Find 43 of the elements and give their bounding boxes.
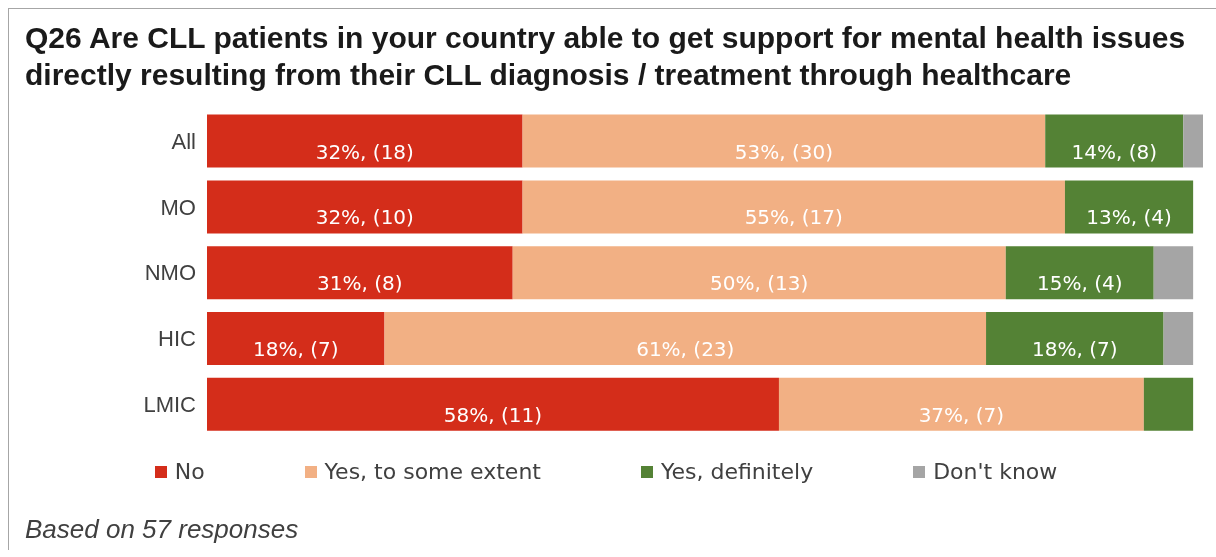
chart-title: Q26 Are CLL patients in your country able to get support for mental health issues directly resulting from their CLL diagnosis / treatment through healthcare [25, 20, 1187, 93]
bar [1143, 377, 1194, 431]
data-label: 31%, (8) [317, 271, 403, 296]
y-tick-label: NMO [144, 260, 196, 286]
data-label: 55%, (17) [744, 205, 843, 230]
legend-label: Yes, definitely [660, 459, 814, 485]
data-label: 53%, (30) [734, 139, 834, 164]
bar [1153, 246, 1194, 300]
data-label: 18%, (7) [253, 337, 339, 362]
bar [1045, 114, 1184, 168]
bar [986, 311, 1164, 365]
data-label: 32%, (18) [315, 139, 414, 164]
y-tick-label: MO [160, 194, 196, 220]
legend-label: Don't know [933, 459, 1058, 485]
bar [207, 114, 523, 168]
data-label: 32%, (10) [315, 205, 414, 230]
data-label: 58%, (11) [443, 402, 543, 427]
bar [522, 180, 1065, 234]
y-tick-label: All [171, 128, 196, 154]
bar [384, 311, 987, 365]
data-label: 50%, (13) [710, 271, 809, 296]
y-tick-label: HIC [158, 326, 197, 352]
data-label: 14%, (8) [1071, 139, 1157, 164]
y-tick-label: LMIC [143, 391, 197, 417]
bar [778, 377, 1144, 431]
bar [207, 377, 779, 431]
legend-label: No [174, 459, 205, 485]
legend-label: Yes, to some extent [324, 459, 541, 485]
data-label: 13%, (4) [1086, 205, 1172, 230]
bar [207, 180, 523, 234]
data-label: 15%, (4) [1036, 271, 1123, 296]
bar [207, 311, 385, 365]
data-label: 37%, (7) [918, 402, 1005, 427]
bar [1005, 246, 1154, 300]
bar [1064, 180, 1194, 234]
data-label: 18%, (7) [1032, 337, 1118, 362]
data-label: 61%, (23) [636, 337, 735, 362]
bar [1183, 114, 1203, 168]
bar [207, 246, 513, 300]
bar [1163, 311, 1194, 365]
text: Based on 57 responses [25, 514, 299, 544]
bar [512, 246, 1006, 300]
bar [522, 114, 1046, 168]
